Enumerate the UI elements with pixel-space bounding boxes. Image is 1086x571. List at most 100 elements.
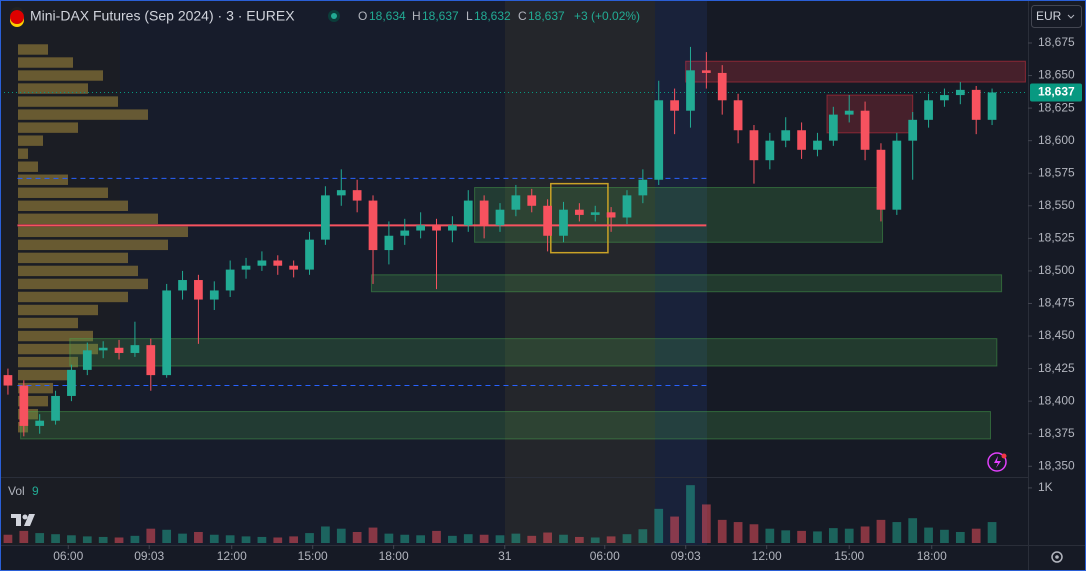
candle-body xyxy=(146,345,156,376)
candle-body xyxy=(527,195,537,206)
candle-body xyxy=(717,72,727,101)
candle-body xyxy=(98,347,108,351)
candle-body xyxy=(432,225,441,231)
volume-bar xyxy=(368,527,378,543)
settings[interactable] xyxy=(1055,555,1059,559)
candle-body xyxy=(495,209,505,226)
settings[interactable] xyxy=(1051,551,1063,563)
volume-bar xyxy=(733,522,743,543)
volume-bar xyxy=(3,534,13,543)
volume-bar xyxy=(305,533,314,543)
candle-body xyxy=(416,225,425,231)
x-tick-label: 06:00 xyxy=(53,549,83,563)
volume-bar xyxy=(781,530,791,543)
candle-body xyxy=(352,190,362,201)
volume-bar xyxy=(352,531,362,543)
volume-bar xyxy=(638,529,648,543)
ohlc-value: 18,637 xyxy=(528,9,565,23)
candle-body xyxy=(987,92,997,120)
volume-bar xyxy=(828,528,838,543)
volume-bar xyxy=(654,508,664,543)
zone xyxy=(685,60,1026,83)
volume-bar xyxy=(971,528,981,543)
volume-bar xyxy=(257,536,267,543)
volume-bar xyxy=(19,530,29,543)
currency[interactable]: EUR xyxy=(1036,9,1062,23)
volume-bar xyxy=(987,522,997,543)
candle-body xyxy=(765,140,775,161)
candle-body xyxy=(749,130,759,161)
zones xyxy=(20,60,1026,440)
y-tick-label: 18,575 xyxy=(1038,165,1075,179)
volume-bar xyxy=(241,536,251,543)
profile-bar xyxy=(18,239,168,251)
profile-bar xyxy=(18,174,68,185)
x-tick-label: 12:00 xyxy=(752,549,782,563)
candle-body xyxy=(575,209,584,215)
candle-body xyxy=(194,280,203,300)
profile-bar xyxy=(18,122,78,133)
volume-bar xyxy=(225,535,235,543)
status-dot xyxy=(331,13,337,19)
ohlc-value: 18,634 xyxy=(369,9,406,23)
last-price-tag xyxy=(1030,83,1082,102)
profile-bar xyxy=(18,161,38,172)
volume-bar xyxy=(51,534,60,543)
candle-body xyxy=(3,375,13,386)
volume-bar xyxy=(860,526,870,543)
alert-icon[interactable] xyxy=(994,456,1001,468)
profile-bar xyxy=(18,421,28,433)
candle-body xyxy=(876,149,886,210)
volume-bar xyxy=(844,528,854,543)
candle-body xyxy=(257,260,267,266)
volume-bar xyxy=(575,536,584,543)
x-tick-label: 15:00 xyxy=(298,549,328,563)
axes: 18,350 18,375 18,400 18,425 18,450 18,475 18,5… xyxy=(53,35,1082,563)
logo[interactable] xyxy=(11,514,35,526)
volume-bar xyxy=(336,528,346,543)
volume-bar xyxy=(765,528,775,543)
y-tick-label: 18,675 xyxy=(1038,35,1075,49)
volume-bar xyxy=(162,529,172,543)
candle-body xyxy=(82,350,92,370)
alert-icon[interactable] xyxy=(987,452,1007,472)
candle-body xyxy=(178,280,187,291)
profile-bar xyxy=(18,291,128,303)
flag xyxy=(10,7,24,17)
profile-bar xyxy=(18,187,108,198)
zone xyxy=(826,94,914,134)
flag xyxy=(10,10,24,24)
candle-body xyxy=(971,89,981,120)
volume-bar xyxy=(940,529,949,543)
volume-bar xyxy=(622,534,632,543)
y-tick-label: 18,425 xyxy=(1038,361,1075,375)
candle-body xyxy=(273,260,283,266)
flag xyxy=(10,17,24,27)
volume-bar xyxy=(892,522,902,543)
candle-body xyxy=(51,395,60,421)
volume-bar xyxy=(448,535,457,543)
volume-bar xyxy=(686,485,695,543)
logo[interactable] xyxy=(22,514,28,520)
candle-body xyxy=(590,212,600,215)
volume-label: Vol xyxy=(8,484,25,498)
candle-body xyxy=(654,100,664,180)
profile-bar xyxy=(18,70,103,81)
volume-bar xyxy=(590,537,600,543)
candle-body xyxy=(797,130,806,150)
candle-body xyxy=(701,70,711,73)
candle-body xyxy=(35,420,45,426)
profile-bar xyxy=(18,213,158,225)
candle-body xyxy=(543,205,552,236)
currency-button[interactable] xyxy=(1031,5,1082,28)
profile-bar xyxy=(18,148,28,159)
candle-body xyxy=(336,190,346,196)
candle-body xyxy=(844,110,854,115)
volume-bar xyxy=(717,519,727,543)
x-tick-label: 15:00 xyxy=(834,549,864,563)
x-tick-label: 18:00 xyxy=(917,549,947,563)
candle-body xyxy=(321,195,330,240)
volume-bar xyxy=(955,531,965,543)
y-tick-label: 18,550 xyxy=(1038,198,1075,212)
